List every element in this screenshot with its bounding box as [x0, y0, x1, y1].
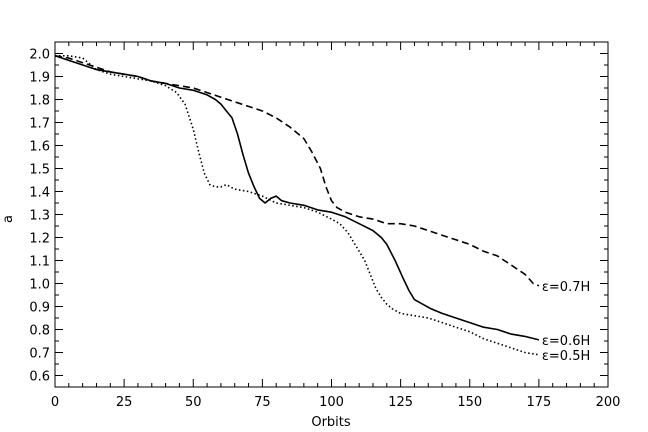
solid-series-label: ε=0.6H [542, 334, 590, 349]
y-tick-label: 2.0 [29, 48, 50, 63]
x-tick-label: 50 [185, 395, 202, 410]
y-tick-label: 0.6 [29, 370, 50, 385]
x-tick-label: 200 [596, 395, 621, 410]
y-tick-label: 0.9 [29, 301, 50, 316]
x-tick-label: 0 [51, 395, 59, 410]
y-tick-label: 1.8 [29, 94, 50, 109]
series-labels: ε=0.7H ε=0.6Hε=0.5H [542, 280, 590, 364]
y-tick-label: 1.2 [29, 232, 50, 247]
y-tick-label: 0.8 [29, 324, 50, 339]
plot-frame [54, 41, 609, 388]
y-tick-label: 0.7 [29, 347, 50, 362]
y-tick-label: 1.1 [29, 255, 50, 270]
y-axis-title: a [1, 215, 16, 223]
solid-series-line [54, 55, 540, 341]
series-group [54, 54, 540, 356]
dashed-series-line [54, 55, 540, 287]
x-tick-label: 150 [457, 395, 482, 410]
x-tick-label: 175 [526, 395, 551, 410]
dotted-series-label: ε=0.5H [542, 349, 590, 364]
x-tick-label: 25 [116, 395, 133, 410]
dotted-series-line [55, 54, 540, 356]
y-tick-label: 1.6 [29, 140, 50, 155]
x-axis-title: Orbits [311, 415, 351, 430]
dashed-series-label: ε=0.7H [542, 280, 590, 295]
x-tick-label: 100 [319, 395, 344, 410]
y-tick-label: 1.5 [29, 163, 50, 178]
x-tick-label: 75 [254, 395, 271, 410]
x-tick-label: 125 [388, 395, 413, 410]
axes: 0 25 50 75 100 125 150 175 200 0.6 0.7 0.8 0.9 1.0 1.1… [29, 41, 621, 410]
y-tick-label: 1.4 [29, 186, 50, 201]
y-tick-label: 1.7 [29, 117, 50, 132]
y-tick-label: 1.9 [29, 71, 50, 86]
y-tick-label: 1.0 [29, 278, 50, 293]
y-tick-label: 1.3 [29, 209, 50, 224]
